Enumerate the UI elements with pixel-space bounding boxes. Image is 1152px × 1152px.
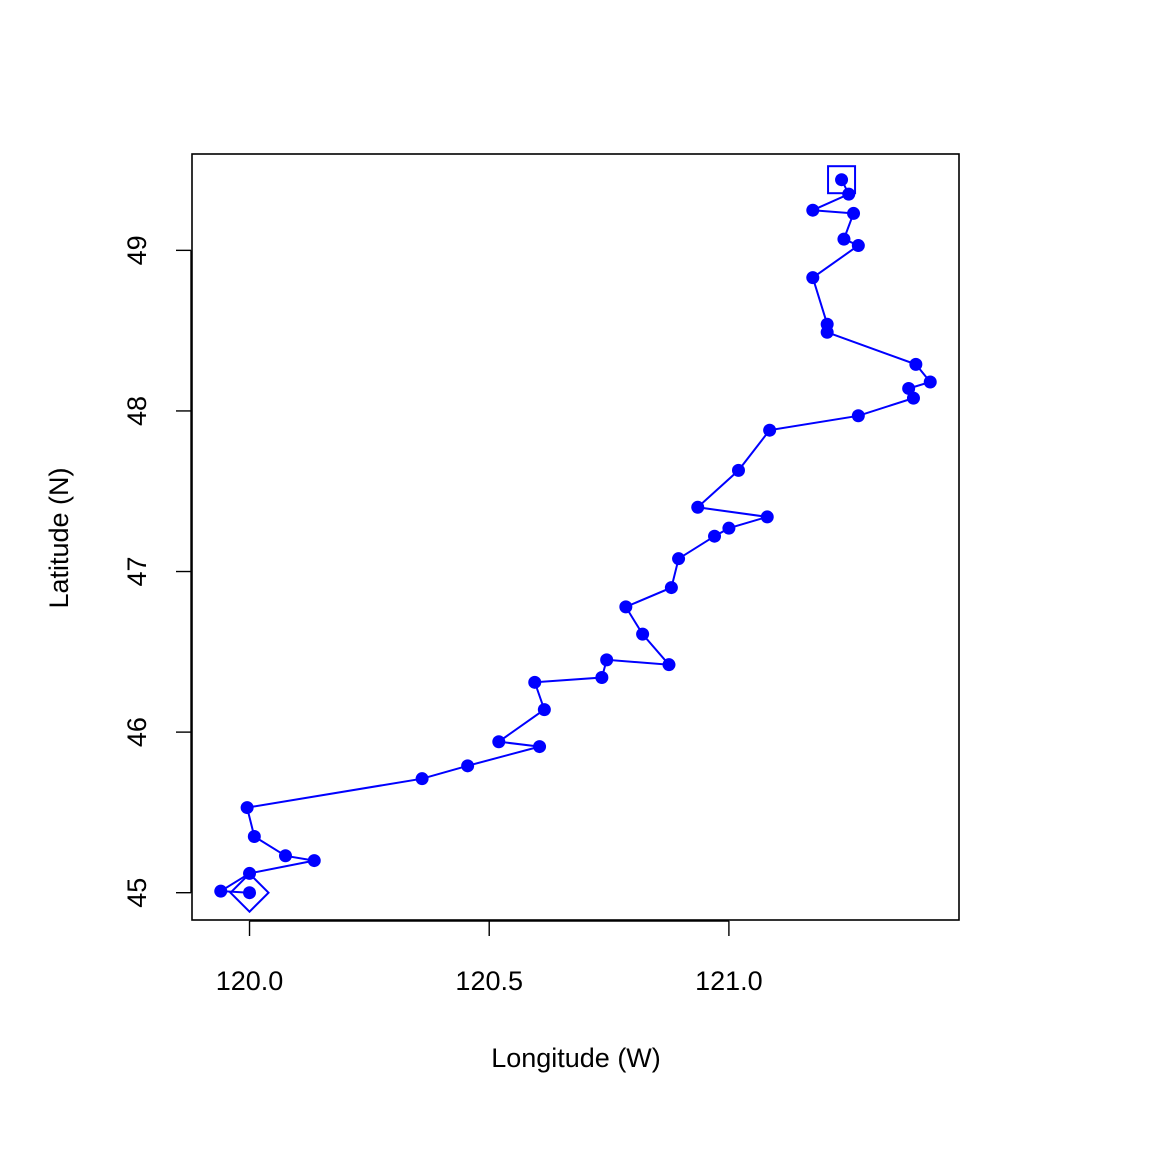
data-point [722,521,736,535]
data-point [415,772,429,786]
data-point [664,581,678,595]
data-point [595,671,609,685]
y-tick-label: 49 [122,235,152,265]
data-point [214,884,228,898]
track-points [214,173,937,900]
data-point [691,500,705,514]
x-axis-title: Longitude (W) [491,1043,661,1073]
data-point [708,529,722,543]
y-axis: 45 46 47 48 49 [122,235,192,908]
data-point [600,653,614,667]
data-point [307,854,321,868]
data-point [806,203,820,217]
data-point [731,463,745,477]
data-point [528,675,542,689]
plot-frame [191,153,960,921]
data-point [906,391,920,405]
track-markers [229,165,857,914]
data-point [851,409,865,423]
data-point [763,423,777,437]
y-axis-title: Latitude (N) [44,467,74,608]
y-tick-label: 47 [122,557,152,587]
data-point [619,600,633,614]
y-tick-label: 45 [122,878,152,908]
data-point [240,801,254,815]
data-point [636,627,650,641]
data-point [537,703,551,717]
y-tick-label: 46 [122,717,152,747]
data-point [923,375,937,389]
end-marker [827,165,857,195]
x-tick-label: 120.0 [216,966,284,996]
data-point [806,271,820,285]
data-point [672,552,686,566]
track-line [217,179,932,894]
data-point [243,886,257,900]
data-point [837,232,851,246]
data-point [909,357,923,371]
data-point [662,658,676,672]
y-tick-label: 48 [122,396,152,426]
data-point [847,206,861,220]
data-point [902,381,916,395]
data-point [278,849,292,863]
start-marker [229,872,270,914]
data-point [835,173,849,187]
data-point [492,735,506,749]
x-axis: 120.0 120.5 121.0 [216,920,763,996]
data-point [461,759,475,773]
data-point [760,510,774,524]
data-point [820,317,834,331]
x-tick-label: 120.5 [455,966,523,996]
data-point [247,829,261,843]
data-point [851,239,865,253]
data-point [533,740,547,754]
x-tick-label: 121.0 [695,966,763,996]
